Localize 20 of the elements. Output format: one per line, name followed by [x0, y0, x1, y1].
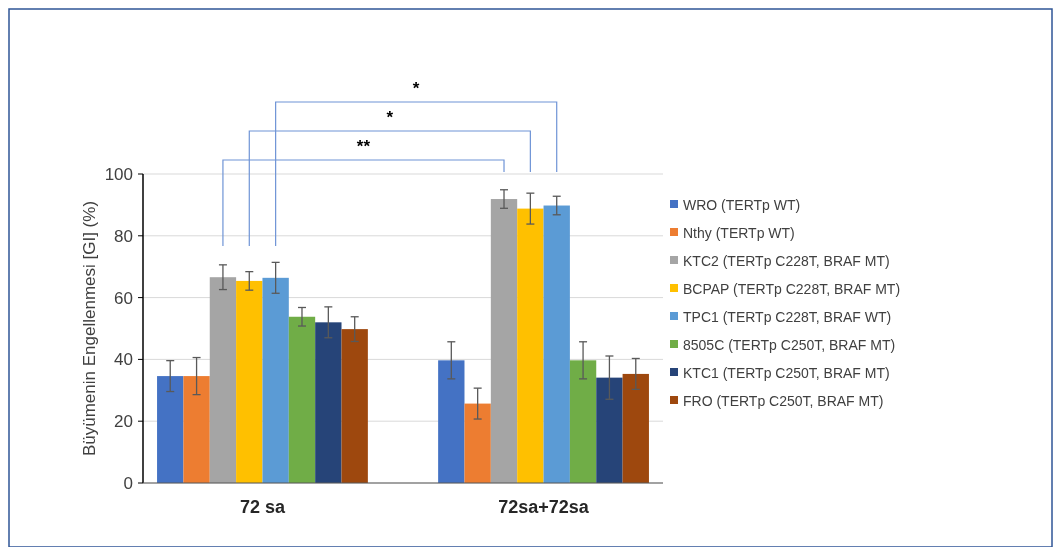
- legend-label: BCPAP (TERTp C228T, BRAF MT): [683, 280, 901, 297]
- legend-label: KTC1 (TERTp C250T, BRAF MT): [683, 364, 890, 381]
- y-axis-title: Büyümenin Engellenmesi [GI] (%): [80, 200, 99, 457]
- y-tick-label: 60: [114, 288, 133, 308]
- legend-label: FRO (TERTp C250T, BRAF MT): [683, 392, 884, 409]
- legend-label: 8505C (TERTp C250T, BRAF MT): [683, 336, 896, 353]
- y-tick-label: 40: [114, 350, 133, 370]
- y-tick-label: 0: [123, 473, 133, 493]
- y-tick-label: 20: [114, 412, 133, 432]
- x-tick-label: 72sa+72sa: [498, 497, 590, 517]
- legend-label: WRO (TERTp WT): [683, 196, 801, 213]
- legend-label: Nthy (TERTp WT): [683, 224, 795, 241]
- y-tick-label: 80: [114, 226, 133, 246]
- legend-label: TPC1 (TERTp C228T, BRAF WT): [683, 308, 892, 325]
- legend-label: KTC2 (TERTp C228T, BRAF MT): [683, 252, 890, 269]
- y-tick-label: 100: [104, 164, 133, 184]
- text: *: [412, 79, 420, 98]
- text: **: [356, 137, 371, 156]
- x-tick-label: 72 sa: [239, 497, 286, 517]
- text: *: [386, 108, 394, 127]
